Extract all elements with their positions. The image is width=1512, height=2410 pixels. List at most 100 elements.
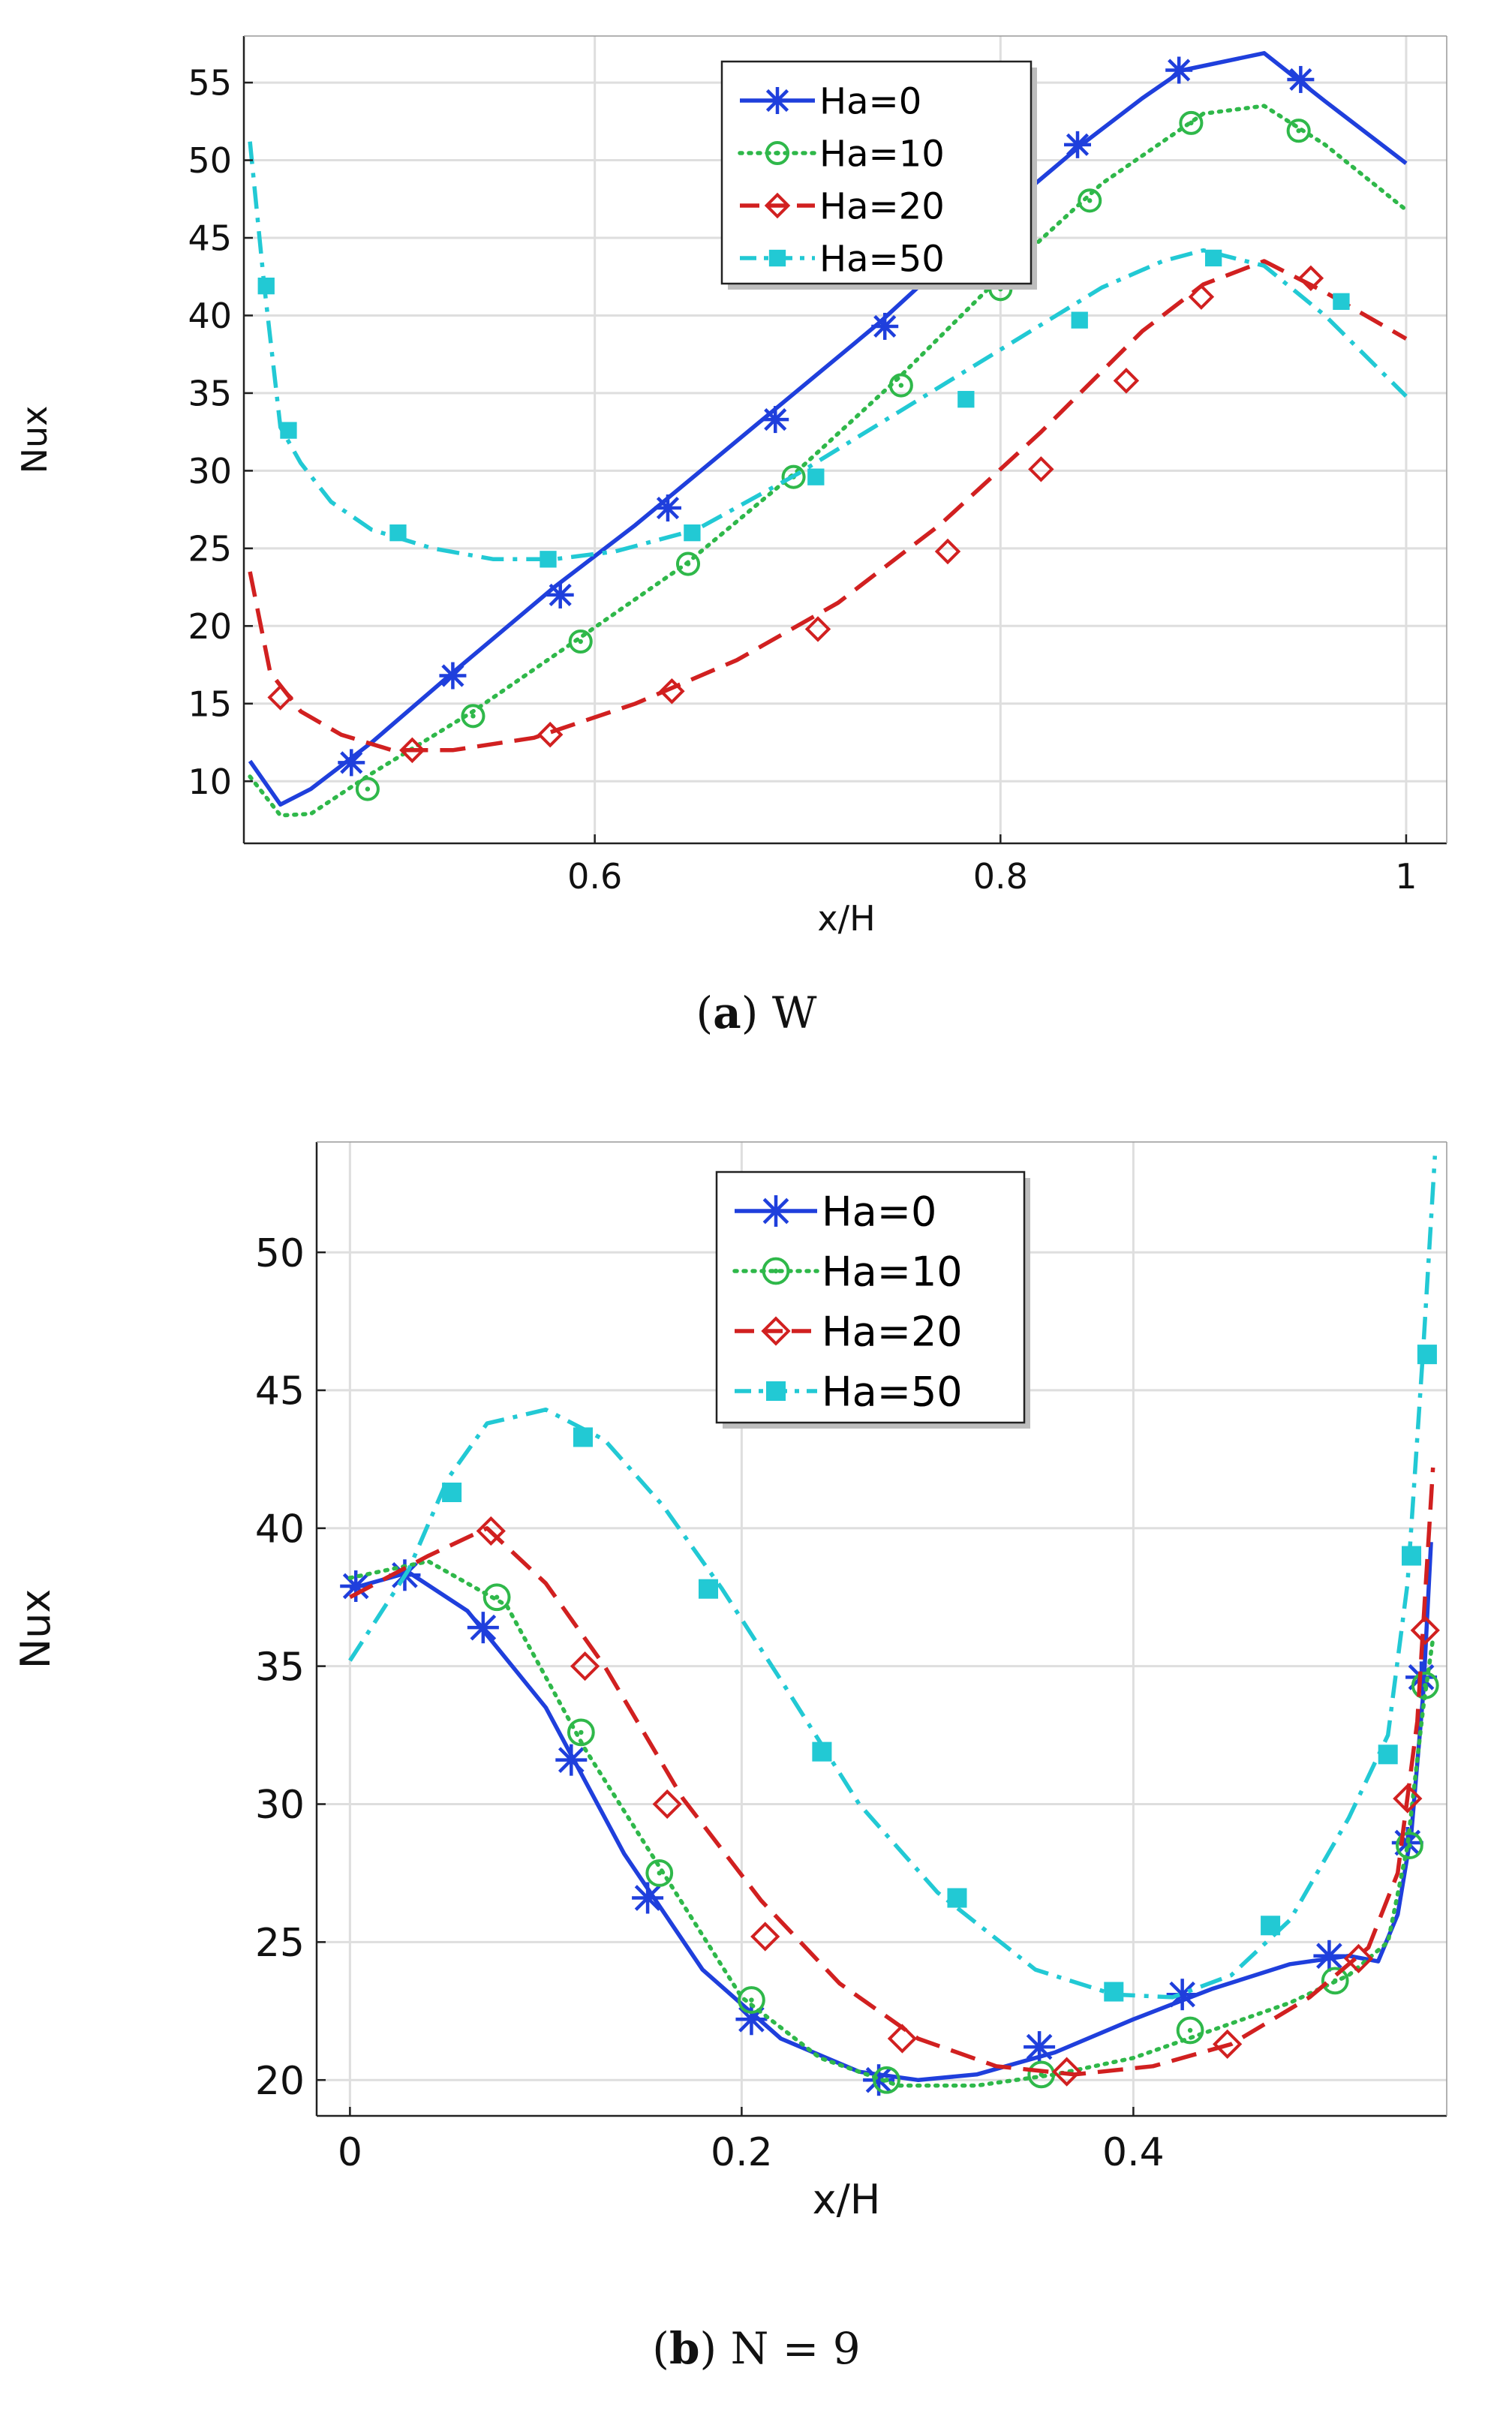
legend-label: Ha=10	[822, 1248, 963, 1295]
data-point	[1028, 456, 1054, 482]
data-point	[762, 406, 789, 434]
y-axis-label: Nux	[12, 1589, 59, 1669]
y-tick-label: 30	[255, 1783, 305, 1828]
y-tick-label: 35	[255, 1645, 305, 1690]
data-point	[887, 2024, 918, 2054]
x-tick-label: 0.4	[1102, 2130, 1165, 2175]
data-point	[738, 1986, 765, 2014]
series-line	[248, 141, 1408, 562]
series-line	[348, 1155, 1438, 2000]
data-point	[1286, 119, 1311, 143]
y-tick-label: 20	[188, 606, 232, 647]
series-ha-10	[347, 1559, 1439, 2094]
data-point	[389, 524, 407, 542]
data-point	[1176, 2016, 1204, 2045]
data-point	[1411, 1671, 1439, 1699]
series-line	[248, 259, 1408, 753]
series-ha-10	[248, 104, 1408, 818]
data-point	[873, 2066, 900, 2094]
caption-text: N = 9	[731, 2323, 861, 2374]
data-point	[1179, 110, 1204, 135]
x-tick-label: 0	[338, 2130, 362, 2175]
data-point	[888, 373, 913, 398]
data-point	[546, 581, 574, 609]
series-line	[248, 51, 1408, 807]
legend-marker	[765, 140, 790, 166]
y-tick-label: 25	[255, 1921, 305, 1966]
legend-label: Ha=20	[822, 1308, 963, 1355]
data-point	[476, 1516, 506, 1546]
legend-marker	[761, 1316, 791, 1346]
data-point	[750, 1922, 780, 1952]
data-point	[1064, 131, 1092, 158]
x-tick-label: 0.2	[711, 2130, 773, 2175]
legend-label: Ha=20	[819, 185, 945, 227]
data-point	[1410, 1615, 1440, 1645]
legend-box	[715, 1170, 1026, 1424]
caption: (a) W	[696, 987, 817, 1038]
legend-label: Ha=0	[819, 80, 921, 122]
data-point	[1024, 2031, 1056, 2063]
data-point	[675, 551, 701, 576]
legend-label: Ha=10	[819, 133, 945, 175]
data-point	[482, 1583, 511, 1612]
data-point	[540, 551, 557, 568]
data-point	[1297, 265, 1324, 292]
data-point	[1321, 1967, 1349, 1995]
data-point	[338, 749, 365, 777]
y-tick-label: 40	[255, 1507, 305, 1552]
y-tick-label: 45	[188, 218, 232, 259]
series-ha-20	[248, 259, 1408, 764]
series-ha-50	[348, 1155, 1438, 2002]
data-point	[439, 662, 467, 690]
y-tick-label: 10	[188, 762, 232, 802]
data-point	[871, 312, 899, 340]
legend: Ha=0 Ha=10 Ha=20 Ha=50	[720, 60, 1037, 290]
series-line	[248, 104, 1408, 818]
x-axis-label: x/H	[813, 2176, 881, 2223]
data-point	[442, 1482, 462, 1503]
y-tick-label: 20	[255, 2059, 305, 2104]
chart-b: 0 0.2 0.4 20 25 30 35 40 45 50 x/H Nux Ha=0 Ha=10 Ha=2…	[12, 1141, 1447, 2374]
series-line	[349, 1467, 1435, 2077]
data-point	[1313, 1940, 1345, 1972]
caption-text: W	[772, 987, 817, 1038]
data-point	[1204, 249, 1222, 267]
data-point	[257, 277, 275, 295]
data-point	[1417, 1345, 1437, 1365]
chart-a: 0.6 0.8 110152025303540455055x/HNuxHa=0Ha=…	[14, 35, 1447, 1038]
legend-label: Ha=0	[822, 1188, 936, 1235]
data-point	[1333, 293, 1350, 310]
data-point	[568, 629, 593, 654]
y-axis-label: Nux	[14, 406, 55, 474]
legend-marker	[764, 87, 791, 114]
data-point	[957, 391, 975, 408]
data-point	[1071, 311, 1088, 329]
caption-letter: b	[669, 2323, 700, 2374]
data-point	[567, 1718, 595, 1747]
data-point	[645, 1859, 674, 1887]
data-point	[555, 1744, 588, 1776]
data-point	[804, 616, 831, 642]
data-point	[461, 704, 485, 729]
y-tick-label: 50	[188, 140, 232, 181]
data-point	[1393, 1783, 1423, 1814]
data-point	[1166, 1979, 1198, 2011]
x-tick-label: 0.6	[567, 856, 622, 897]
data-point	[947, 1888, 967, 1908]
caption-letter: a	[713, 987, 741, 1038]
y-tick-label: 25	[188, 528, 232, 569]
y-tick-label: 50	[255, 1231, 305, 1276]
data-point	[537, 721, 564, 748]
data-point	[1378, 1744, 1398, 1765]
data-point	[573, 1427, 593, 1447]
data-point	[652, 1789, 682, 1820]
legend-marker	[765, 1381, 786, 1402]
data-point	[1343, 1943, 1374, 1974]
data-point	[1027, 2060, 1056, 2089]
data-point	[659, 678, 685, 705]
data-point	[267, 684, 293, 711]
data-point	[632, 1882, 664, 1914]
data-point	[735, 2003, 768, 2036]
